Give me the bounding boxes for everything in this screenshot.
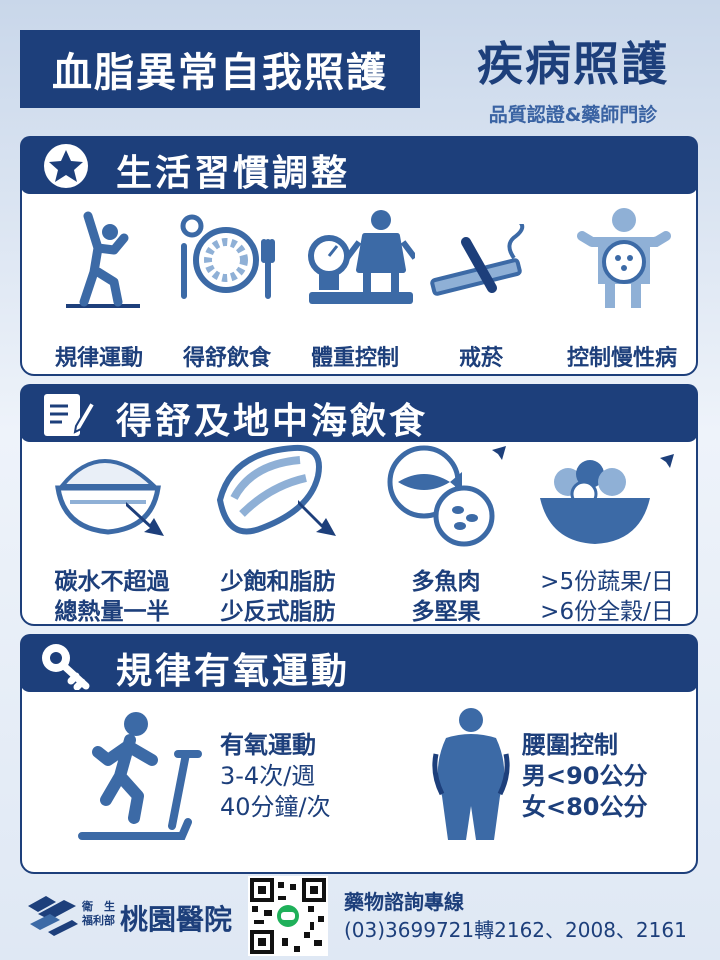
ministry-line1: 衛 生 [82, 900, 115, 913]
salad-icon [540, 454, 674, 544]
waist-male: 男<90公分 [522, 762, 648, 790]
chronic-disease-icon [577, 208, 671, 308]
brand-title: 疾病照護 [477, 37, 669, 91]
aerobic-frequency: 3-4次/週 [220, 762, 316, 790]
weight-scale-icon [308, 210, 415, 304]
dining-plate-icon [180, 214, 275, 299]
meat-icon [216, 444, 336, 536]
ministry-line2: 福利部 [82, 914, 115, 927]
waist-title: 腰圍控制 [522, 731, 618, 759]
star-icon [44, 144, 88, 188]
waist-icon [432, 708, 510, 840]
diet-panel: 碳水不超過 總熱量一半 少飽和脂肪 少反式脂肪 多魚肉 多堅果 >5份蔬果/日 … [20, 418, 698, 626]
diet-nuts-line2: 多堅果 [411, 599, 481, 625]
rice-bowl-icon [55, 459, 164, 536]
hotline-numbers[interactable]: (03)3699721轉2162、2008、2161 [344, 918, 687, 942]
aerobic-panel: 有氧運動 3-4次/週 40分鐘/次 腰圍控制 男<90公分 女<80公分 [20, 668, 698, 874]
no-smoking-icon [430, 224, 525, 296]
lifestyle-label-chronic: 控制慢性病 [566, 346, 677, 371]
lifestyle-label-quit-smoking: 戒菸 [458, 346, 503, 371]
lifestyle-label-weight: 體重控制 [310, 346, 399, 371]
waist-female: 女<80公分 [522, 793, 648, 821]
section-diet-header: 得舒及地中海飲食 [20, 384, 698, 442]
section-aerobic-title: 規律有氧運動 [116, 651, 351, 692]
page-title: 血脂異常自我照護 [20, 30, 420, 108]
diet-fish-line1: 多魚肉 [411, 569, 481, 595]
aerobic-duration: 40分鐘/次 [220, 793, 331, 821]
section-diet-title: 得舒及地中海飲食 [116, 401, 429, 442]
diet-carb-line2: 總熱量一半 [54, 599, 170, 625]
diet-fat-line2: 少反式脂肪 [220, 599, 336, 625]
section-lifestyle-title: 生活習慣調整 [116, 153, 351, 194]
treadmill-icon [78, 712, 202, 840]
diet-carb-line1: 碳水不超過 [54, 569, 170, 595]
diet-grain-line2: >6份全穀/日 [540, 599, 674, 625]
lifestyle-label-dash-diet: 得舒飲食 [182, 346, 271, 371]
hospital-name: 桃園醫院 [120, 903, 233, 936]
exercise-icon [66, 211, 140, 308]
section-aerobic-header: 規律有氧運動 [20, 634, 698, 692]
diet-fat-line1: 少飽和脂肪 [220, 569, 336, 595]
key-icon [42, 644, 90, 690]
fish-nuts-icon [387, 445, 506, 547]
brand-subtitle: 品質認證&藥師門診 [488, 104, 658, 126]
lifestyle-panel: 規律運動 得舒飲食 體重控制 戒菸 控制慢性病 [20, 170, 698, 376]
notepad-icon [44, 394, 97, 436]
aerobic-title: 有氧運動 [220, 731, 316, 759]
hospital-logo-icon [28, 896, 78, 936]
section-lifestyle-header: 生活習慣調整 [20, 136, 698, 194]
lifestyle-label-exercise: 規律運動 [54, 346, 143, 371]
hotline-label: 藥物諮詢專線 [344, 890, 464, 914]
diet-veg-line1: >5份蔬果/日 [540, 569, 674, 595]
qr-code-icon[interactable] [248, 876, 328, 956]
